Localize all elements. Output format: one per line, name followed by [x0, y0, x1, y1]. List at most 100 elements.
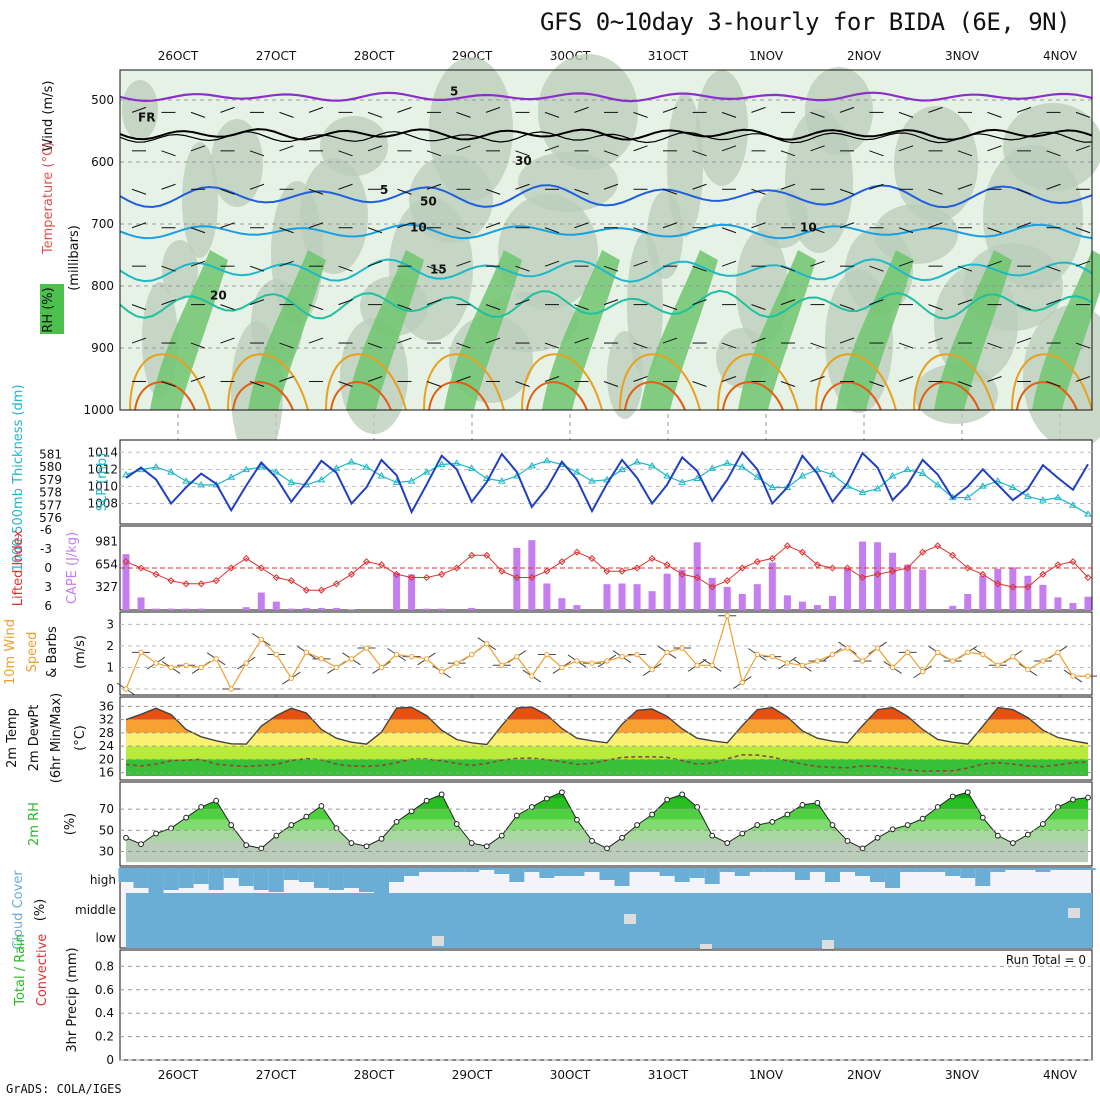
wind-barb — [220, 337, 235, 344]
surface-temp-contour — [1011, 353, 1093, 411]
thickness-point — [1054, 493, 1062, 501]
wind-barb — [397, 106, 412, 113]
li-tick-label: -6 — [40, 523, 52, 537]
wind10m-point — [469, 651, 475, 658]
wind10m-point — [679, 645, 685, 651]
rh-legend-swatch — [40, 284, 64, 334]
rh2m-point — [754, 822, 761, 828]
wind-barb — [1046, 150, 1061, 157]
top-date-label: 28OCT — [354, 49, 395, 63]
wind-barb — [1075, 227, 1091, 234]
top-date-label: 3NOV — [945, 49, 980, 63]
wind10m-point — [754, 651, 761, 658]
cape-bar — [738, 593, 746, 610]
wind10m-point — [574, 658, 580, 664]
rh-mid-shading — [667, 93, 703, 237]
wind-barb — [662, 337, 678, 344]
wind-barb — [928, 304, 943, 311]
wind10m-point — [544, 651, 550, 658]
wind-barb — [1046, 183, 1061, 190]
temp2m-tick-label: 24 — [99, 739, 114, 753]
cape-bar — [723, 586, 731, 610]
precip-tick-label: 0.8 — [95, 959, 114, 973]
thickness-tick-label: 576 — [39, 511, 62, 525]
thickness-point — [588, 477, 596, 484]
cape-bar — [633, 584, 641, 610]
cape-bar — [708, 577, 716, 610]
thickness-point — [332, 464, 341, 471]
rh2m-point — [288, 822, 295, 828]
cape-bar — [332, 607, 340, 610]
wind-barb — [898, 111, 914, 118]
thickness-point — [993, 477, 1002, 484]
wind-barb — [662, 304, 678, 311]
thickness-point — [933, 480, 942, 488]
surface-temp-contour — [423, 353, 505, 411]
wind-barb — [633, 376, 648, 382]
wind-barb — [426, 299, 442, 306]
wind-barb — [574, 304, 589, 311]
rh2m-point — [483, 843, 490, 850]
cloud-high-bar — [343, 868, 359, 888]
rh2m-point — [634, 822, 640, 828]
cape-bar — [964, 593, 972, 610]
wind10m-point — [1025, 666, 1031, 673]
rh2m-point — [153, 830, 159, 837]
temp2m-tick-label: 32 — [99, 713, 114, 727]
wind10m-point — [348, 656, 355, 662]
wind-contour-5 — [119, 184, 1093, 209]
thickness-point — [1084, 510, 1092, 517]
wind10m-point — [484, 641, 490, 647]
top-date-label: 31OCT — [648, 49, 689, 63]
cloud-high-bar — [719, 868, 735, 872]
cloud-high-bar — [945, 868, 961, 876]
cape-bar — [813, 605, 821, 610]
cloud-high-bar — [328, 868, 344, 890]
ylabel-cape: CAPE (J/kg) — [65, 532, 80, 604]
cape-bar — [979, 575, 987, 610]
cape-bar — [949, 605, 957, 610]
thickness-point — [708, 464, 717, 471]
lifted-index-point — [393, 570, 401, 578]
rh2m-point — [228, 822, 235, 828]
temp2m-tick-label: 28 — [99, 726, 114, 740]
thickness-point — [1023, 492, 1032, 499]
bottom-date-label: 2NOV — [847, 1068, 882, 1082]
wind10m-point — [589, 660, 595, 666]
cloud-high-bar — [990, 868, 1006, 872]
wind-barb — [279, 227, 294, 234]
wind10m-point — [995, 662, 1001, 668]
ylabel-speed: Speed — [25, 632, 40, 673]
wind-barb — [131, 304, 147, 311]
wind10m-point — [980, 651, 986, 658]
temp2m-line — [125, 706, 1089, 746]
lifted-index-point — [453, 564, 461, 572]
wind10m-point — [1070, 673, 1076, 679]
wind10m-panel-frame — [119, 611, 1093, 696]
lifted-index-point — [874, 570, 882, 578]
rh2m-point — [1009, 840, 1016, 846]
wind-barb — [898, 227, 914, 234]
wind-barb — [603, 265, 619, 272]
temp2m-tick-label: 20 — [99, 752, 114, 766]
wind-barb — [574, 337, 589, 344]
cape-bar — [393, 573, 401, 610]
cloud-high-bar — [1005, 868, 1021, 870]
wind10m-point — [423, 656, 430, 662]
contour-label: 10 — [800, 220, 817, 234]
wind-barb — [308, 304, 324, 311]
lifted-index-point — [558, 558, 566, 566]
cloud-high-bar — [704, 868, 720, 884]
lifted-index-point — [122, 558, 130, 566]
wind-barb — [839, 188, 855, 195]
wind10m-point — [619, 653, 625, 660]
wind-barb — [515, 183, 530, 190]
surface-temp-contour-inner — [918, 381, 980, 411]
thickness-point — [663, 472, 672, 479]
wind-barb — [780, 150, 796, 157]
wind-barb — [161, 265, 176, 272]
wind10m-point — [514, 653, 520, 660]
wind-barb — [839, 304, 855, 311]
wind-barb — [515, 265, 530, 272]
wind-barb — [367, 376, 383, 382]
